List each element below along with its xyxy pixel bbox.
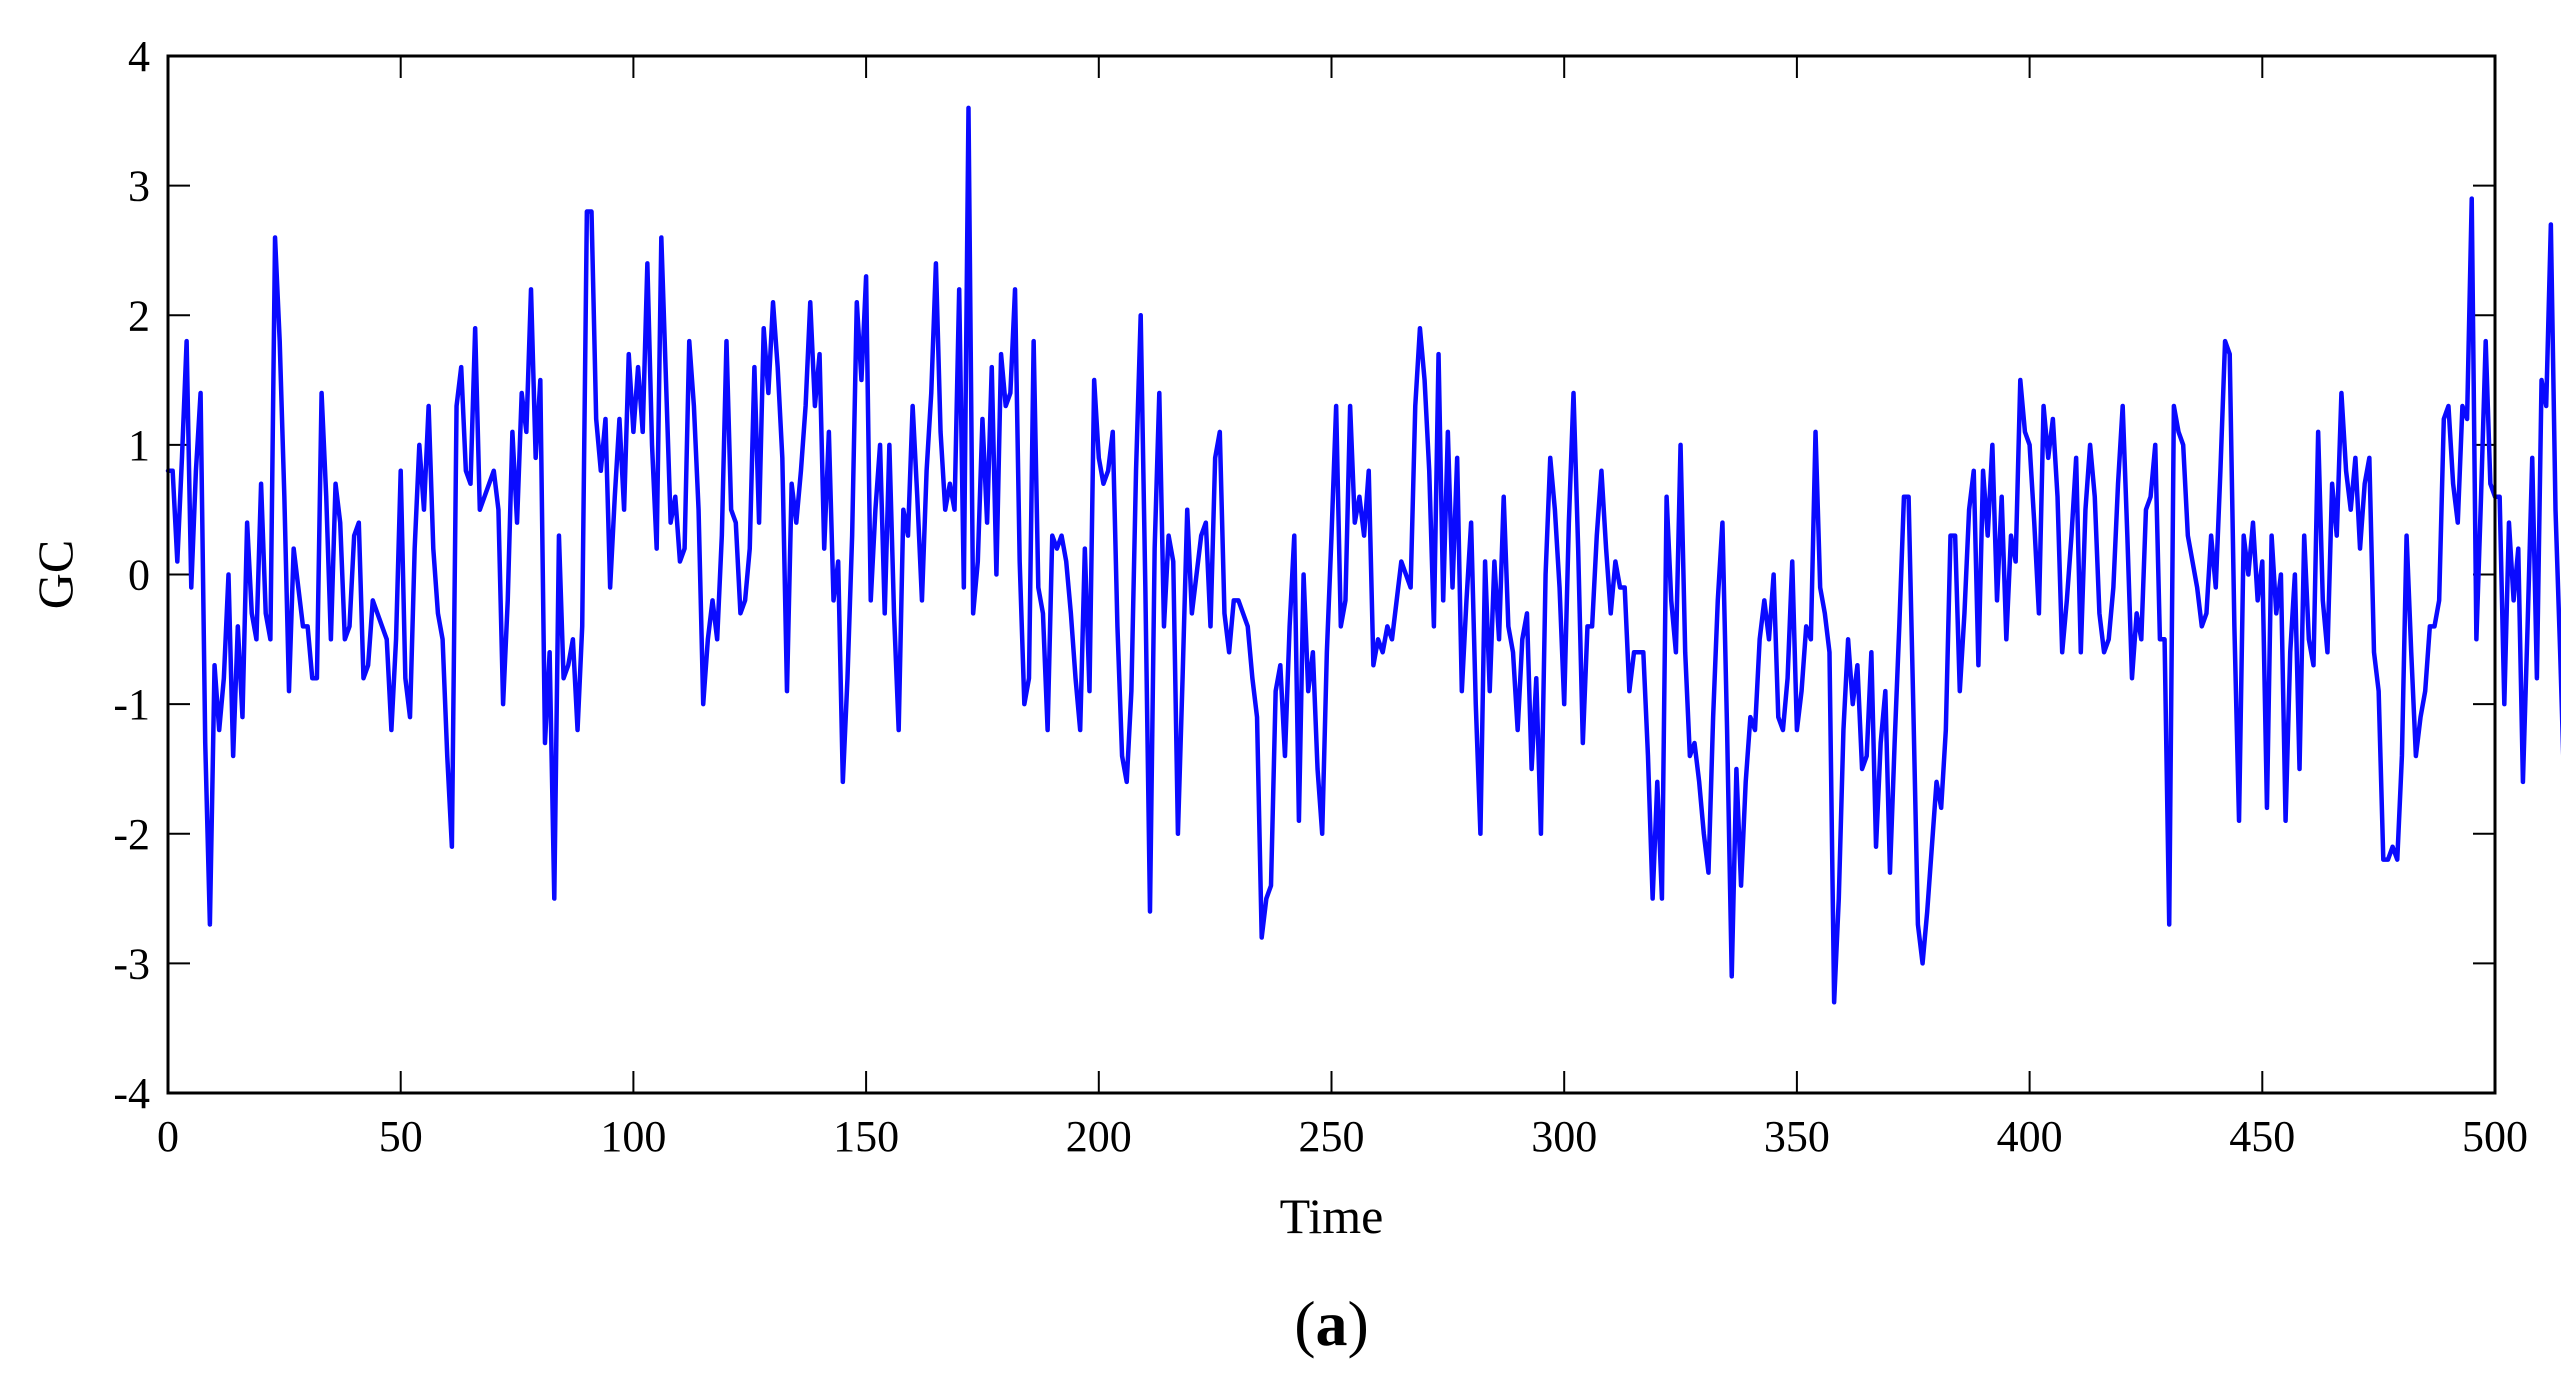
y-tick-label: 2 [128,291,150,340]
plot-area-frame [166,54,2497,1095]
y-tick-label: -1 [113,680,150,729]
y-tick-label: 3 [128,162,150,211]
y-tick-label: -3 [113,939,150,988]
y-tick-label: 1 [128,421,150,470]
x-tick-label: 450 [2229,1112,2295,1161]
y-tick-label: -2 [113,810,150,859]
panel-label-close-paren: ) [1348,1288,1369,1359]
tick-labels: 0 50 100 150 200 250 300 350 400 450 500 -4 -3 -2 -1 0 1… [113,32,2528,1161]
panel-label: (a) [1294,1288,1369,1359]
series-line-0 [165,105,2561,1005]
y-tick-label: -4 [113,1069,150,1118]
x-tick-label: 350 [1764,1112,1830,1161]
x-tick-label: 500 [2462,1112,2528,1161]
x-tick-label: 100 [600,1112,666,1161]
series-layer [165,105,2561,1005]
x-tick-label: 50 [379,1112,423,1161]
x-tick-label: 150 [833,1112,899,1161]
y-axis-title: GC [27,540,83,609]
y-tick-label: 4 [128,32,150,81]
panel-label-open-paren: ( [1294,1288,1315,1359]
x-tick-label: 400 [1997,1112,2063,1161]
y-tick-label: 0 [128,551,150,600]
x-tick-label: 300 [1531,1112,1597,1161]
x-tick-label: 0 [157,1112,179,1161]
x-tick-label: 200 [1066,1112,1132,1161]
panel-label-letter: a [1316,1288,1348,1359]
x-axis-title: Time [1280,1188,1384,1244]
x-tick-label: 250 [1299,1112,1365,1161]
